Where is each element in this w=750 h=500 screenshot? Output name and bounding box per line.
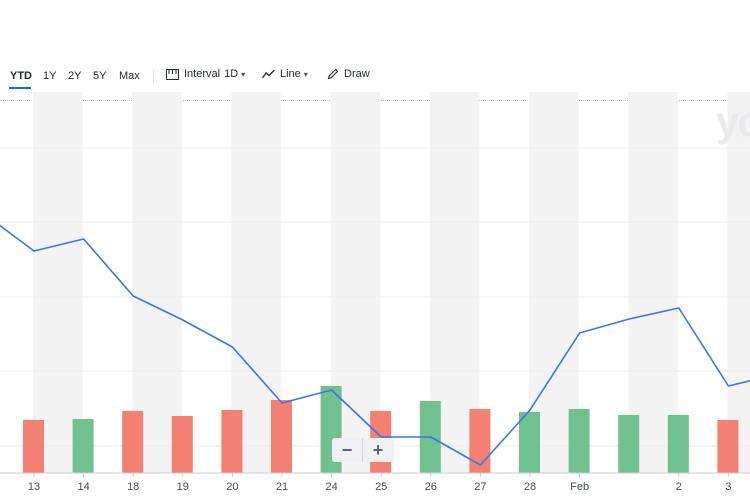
brand-watermark: yo [716, 98, 750, 145]
x-tick-label: 27 [474, 481, 486, 493]
line-chart-icon [262, 69, 275, 79]
volume-bar [171, 416, 193, 473]
chart-stripe [727, 92, 750, 473]
x-tick-label: 3 [725, 481, 731, 493]
draw-label: Draw [344, 68, 370, 80]
x-tick-label: 21 [276, 481, 288, 493]
chevron-down-icon: ▾ [241, 69, 246, 79]
chart-stripe [132, 92, 182, 473]
range-max-button[interactable]: Max [119, 70, 140, 82]
zoom-controls: − + [332, 438, 394, 462]
volume-bar [122, 411, 144, 473]
active-range-indicator [9, 87, 31, 89]
zoom-in-button[interactable]: + [362, 438, 393, 462]
x-tick-label: 24 [325, 481, 337, 493]
volume-bar [618, 415, 640, 473]
volume-bar [271, 400, 292, 473]
range-1y-button[interactable]: 1Y [43, 70, 57, 82]
chart-stripe [628, 92, 678, 473]
x-tick-label: 18 [127, 481, 139, 493]
interval-label: Interval [184, 68, 221, 80]
x-tick-label: 28 [524, 481, 536, 493]
x-tick-label: Feb [570, 481, 589, 493]
range-ytd-button[interactable]: YTD [10, 70, 32, 82]
zoom-out-button[interactable]: − [341, 439, 353, 460]
pencil-icon [327, 68, 339, 80]
range-5y-button[interactable]: 5Y [93, 70, 107, 82]
draw-button[interactable]: Draw [327, 68, 370, 80]
x-tick-label: 2 [676, 481, 682, 493]
volume-bar [469, 409, 491, 473]
interval-dropdown[interactable]: Interval 1D ▾ [166, 68, 245, 80]
x-tick-label: 25 [375, 481, 387, 493]
toolbar-divider [153, 69, 154, 85]
volume-bar [72, 419, 94, 473]
x-tick-label: 14 [77, 481, 89, 493]
volume-bar [568, 409, 590, 473]
volume-bar [519, 412, 540, 473]
x-tick-label: 13 [28, 481, 40, 493]
price-line [0, 224, 750, 466]
chart-toolbar: YTD 1Y 2Y 5Y Max Interval 1D ▾ Line ▾ Dr… [0, 66, 750, 92]
x-tick-label: 20 [226, 481, 238, 493]
interval-value: 1D [224, 68, 239, 80]
x-tick-label: 19 [177, 481, 189, 493]
chevron-down-icon: ▾ [303, 69, 308, 79]
volume-bar [717, 420, 739, 473]
chart-type-label: Line [280, 68, 301, 80]
chart-type-dropdown[interactable]: Line ▾ [262, 68, 308, 80]
volume-bar [23, 420, 44, 473]
candlestick-icon [166, 68, 179, 80]
x-tick-label: 26 [425, 481, 437, 493]
range-2y-button[interactable]: 2Y [68, 70, 82, 82]
chart-stripe [33, 92, 83, 473]
volume-bar [221, 410, 243, 473]
volume-bar [667, 415, 689, 473]
